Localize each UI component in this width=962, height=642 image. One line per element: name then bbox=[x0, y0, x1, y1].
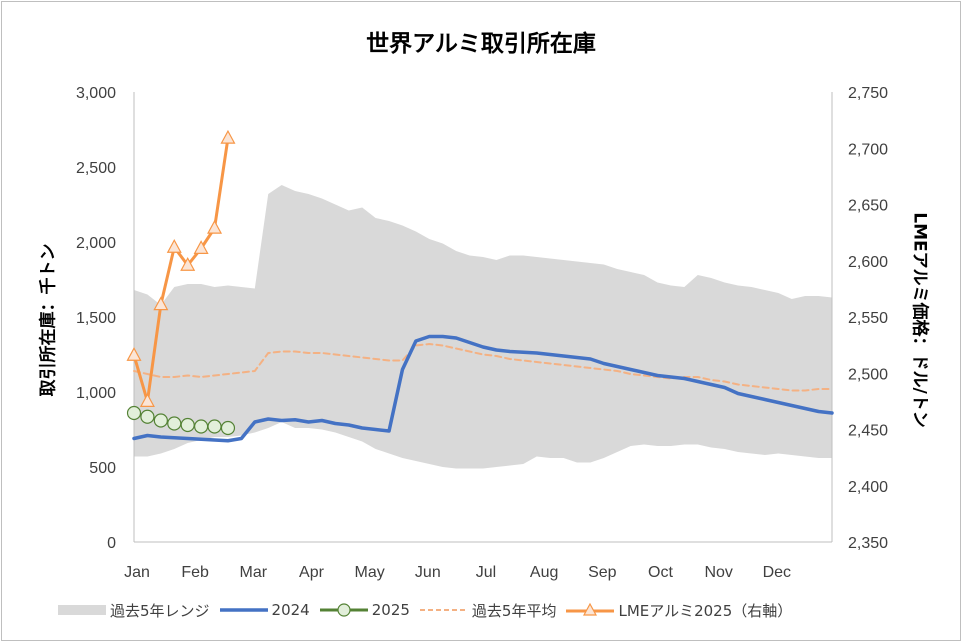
legend-swatch-2024 bbox=[219, 608, 268, 612]
x-tick-label: Feb bbox=[181, 564, 209, 581]
x-tick-label: Mar bbox=[240, 564, 268, 581]
y2-tick-label: 2,700 bbox=[848, 141, 888, 158]
series-lme-point bbox=[220, 129, 236, 144]
y-tick-label: 2,000 bbox=[76, 235, 116, 252]
legend-label-avg: 過去5年平均 bbox=[471, 601, 557, 620]
legend-swatch-2025 bbox=[319, 603, 368, 617]
series-2025-point bbox=[220, 420, 236, 436]
y2-tick-label: 2,650 bbox=[848, 198, 888, 215]
series-2025-point bbox=[194, 419, 209, 434]
y2-tick-label: 2,550 bbox=[848, 310, 888, 327]
x-tick-label: Sep bbox=[588, 564, 617, 581]
range-band-area bbox=[134, 185, 832, 469]
series-lme-point bbox=[139, 393, 155, 407]
series-2025-point bbox=[140, 409, 155, 424]
legend-swatch-lme bbox=[566, 602, 615, 616]
series-lme-point bbox=[180, 256, 196, 271]
x-tick-label: Oct bbox=[648, 564, 673, 581]
series-2025-point bbox=[207, 419, 222, 434]
y2-tick-label: 2,350 bbox=[848, 535, 888, 552]
y2-tick-label: 2,750 bbox=[848, 85, 888, 102]
series-lme-point bbox=[207, 219, 223, 234]
series-lme-point bbox=[153, 296, 169, 311]
series-2025-point bbox=[180, 417, 195, 433]
legend-label-2025: 2025 bbox=[371, 601, 410, 619]
y2-tick-label: 2,500 bbox=[848, 366, 888, 383]
y-tick-label: 500 bbox=[89, 460, 116, 477]
y-tick-label: 0 bbox=[107, 535, 116, 552]
y-tick-label: 3,000 bbox=[76, 85, 116, 102]
x-tick-label: Aug bbox=[530, 564, 558, 581]
legend-item-2025: 2025 bbox=[319, 601, 410, 619]
x-tick-label: Nov bbox=[704, 564, 732, 581]
legend-item-range: 過去5年レンジ bbox=[58, 600, 210, 621]
legend-item-avg: 過去5年平均 bbox=[419, 600, 557, 621]
series-lme-point bbox=[126, 346, 142, 361]
y2-tick-label: 2,600 bbox=[848, 254, 888, 271]
y2-tick-label: 2,450 bbox=[848, 423, 888, 440]
legend-label-lme: LMEアルミ2025（右軸） bbox=[618, 601, 793, 620]
x-tick-label: Jun bbox=[415, 564, 441, 581]
y-tick-label: 2,500 bbox=[76, 160, 116, 177]
chart-title: 世界アルミ取引所在庫 bbox=[366, 31, 596, 57]
series-lme-point bbox=[166, 238, 182, 253]
legend-label-range: 過去5年レンジ bbox=[110, 601, 210, 620]
legend-item-lme: LMEアルミ2025（右軸） bbox=[566, 600, 792, 621]
series-avg-line bbox=[133, 343, 833, 392]
x-tick-label: Apr bbox=[299, 564, 325, 581]
x-tick-label: May bbox=[355, 564, 385, 581]
series-lme-point bbox=[193, 240, 209, 254]
legend-label-2024: 2024 bbox=[271, 601, 310, 619]
x-tick-label: Dec bbox=[763, 564, 791, 581]
y-tick-label: 1,000 bbox=[76, 385, 116, 402]
series-2024-line bbox=[132, 334, 834, 443]
legend-swatch-range bbox=[58, 605, 106, 615]
series-2025-point bbox=[153, 413, 168, 428]
y-tick-label: 1,500 bbox=[76, 310, 116, 327]
legend-item-2024: 2024 bbox=[219, 601, 310, 619]
legend-swatch-avg bbox=[419, 609, 468, 611]
x-tick-label: Jul bbox=[476, 564, 496, 581]
y2-tick-label: 2,400 bbox=[848, 479, 888, 496]
x-tick-label: Jan bbox=[124, 564, 150, 581]
series-2025-point bbox=[126, 405, 142, 421]
series-2025-point bbox=[167, 416, 182, 431]
legend: 過去5年レンジ 2024 2025 過去5年平均 LMEアルミ2025（右軸） bbox=[58, 598, 792, 622]
